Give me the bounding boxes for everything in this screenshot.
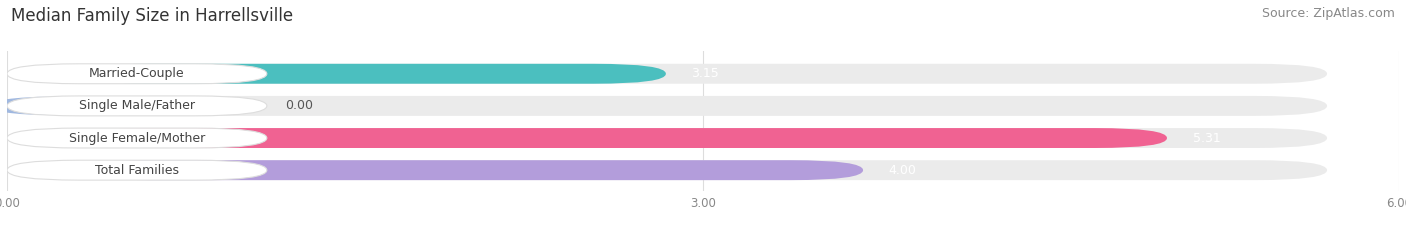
FancyBboxPatch shape [79, 64, 666, 84]
Text: Single Male/Father: Single Male/Father [79, 99, 195, 112]
Text: 3.15: 3.15 [692, 67, 720, 80]
Circle shape [0, 97, 111, 114]
Text: Median Family Size in Harrellsville: Median Family Size in Harrellsville [11, 7, 294, 25]
Text: 4.00: 4.00 [889, 164, 917, 177]
Text: Total Families: Total Families [96, 164, 179, 177]
FancyBboxPatch shape [79, 160, 1327, 180]
FancyBboxPatch shape [79, 96, 1327, 116]
FancyBboxPatch shape [79, 128, 1167, 148]
Text: Single Female/Mother: Single Female/Mother [69, 132, 205, 144]
FancyBboxPatch shape [7, 128, 267, 148]
FancyBboxPatch shape [79, 64, 1327, 84]
Text: 5.31: 5.31 [1192, 132, 1220, 144]
FancyBboxPatch shape [79, 128, 1327, 148]
FancyBboxPatch shape [7, 160, 267, 180]
FancyBboxPatch shape [7, 96, 267, 116]
Text: Married-Couple: Married-Couple [89, 67, 184, 80]
FancyBboxPatch shape [7, 64, 267, 84]
Text: 0.00: 0.00 [285, 99, 314, 112]
FancyBboxPatch shape [79, 160, 863, 180]
Text: Source: ZipAtlas.com: Source: ZipAtlas.com [1261, 7, 1395, 20]
